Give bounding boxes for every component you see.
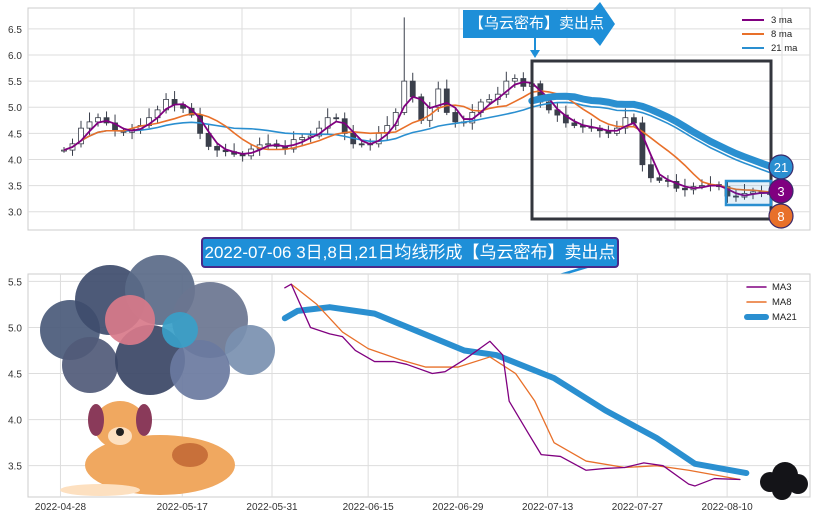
- top-ma3-line: [63, 81, 770, 197]
- y-tick-label: 3.5: [8, 462, 22, 473]
- top-sell-signal-banner: 【乌云密布】卖出点: [463, 10, 604, 38]
- storm-cloud-illustration: [40, 255, 275, 400]
- dog-ear: [136, 404, 152, 436]
- x-tick-label: 2022-08-10: [702, 502, 754, 513]
- cloud-puff: [162, 312, 198, 348]
- bottom-ma21-line: [281, 304, 750, 477]
- ma-badge-label: 8: [777, 209, 784, 224]
- y-tick-label: 4.5: [8, 129, 22, 140]
- cloud-puff: [772, 480, 792, 500]
- candle-body: [358, 143, 365, 146]
- top-ma8-line: [63, 90, 771, 193]
- candle-body: [486, 99, 493, 103]
- candle-body: [214, 146, 221, 151]
- candle-body: [265, 143, 272, 146]
- candle-body: [656, 177, 663, 181]
- ma-badge: [768, 178, 794, 204]
- dog-spot: [172, 443, 208, 467]
- down-arrow-icon: [530, 50, 540, 58]
- candle-body: [95, 117, 101, 123]
- x-tick-label: 2022-06-29: [432, 502, 484, 513]
- y-tick-label: 5.5: [8, 277, 22, 288]
- candle-body: [733, 195, 739, 198]
- y-tick-label: 5.0: [8, 103, 22, 114]
- candle-body: [299, 137, 306, 141]
- candle-body: [409, 80, 416, 98]
- y-tick-label: 5.0: [8, 323, 22, 334]
- candle-body: [333, 117, 340, 120]
- candle-body: [452, 112, 459, 123]
- x-tick-label: 2022-07-27: [612, 502, 664, 513]
- x-tick-label: 2022-05-31: [246, 502, 298, 513]
- candle-body: [503, 80, 510, 95]
- dog-ear: [88, 404, 104, 436]
- bottom-ma3-line: [284, 283, 741, 487]
- ma-badge: [768, 203, 794, 229]
- cloud-puff: [105, 295, 155, 345]
- x-tick-label: 2022-05-17: [157, 502, 209, 513]
- y-tick-label: 6.0: [8, 51, 22, 62]
- y-tick-label: 4.5: [8, 370, 22, 381]
- dog-head: [94, 401, 146, 449]
- cloud-puff: [788, 474, 808, 494]
- candle-body: [648, 164, 654, 179]
- main-sell-signal-banner: 2022-07-06 3日,8日,21日均线形成【乌云密布】卖出点: [201, 237, 619, 268]
- legend-label: MA8: [772, 297, 792, 308]
- candle-body: [682, 187, 688, 191]
- y-tick-label: 3.5: [8, 182, 22, 193]
- legend-label: 3 ma: [771, 15, 793, 26]
- bottom-ma8-line: [290, 283, 741, 481]
- cloud-puff: [170, 340, 230, 400]
- top-ma21-highlight: [528, 92, 774, 170]
- dog-illustration: [60, 401, 235, 496]
- candle-body: [78, 127, 84, 145]
- candle-body: [86, 121, 93, 129]
- y-tick-label: 6.5: [8, 25, 22, 36]
- x-tick-label: 2022-04-28: [35, 502, 87, 513]
- candle-body: [401, 80, 408, 113]
- dog-nose: [116, 428, 124, 436]
- small-dark-cloud-illustration: [760, 462, 808, 500]
- legend-label: MA21: [772, 312, 797, 323]
- ma-badge-label: 21: [774, 160, 788, 175]
- candle-body: [639, 122, 646, 166]
- legend-label: MA3: [772, 282, 792, 293]
- y-tick-label: 3.0: [8, 208, 22, 219]
- x-tick-label: 2022-07-13: [522, 502, 574, 513]
- crossover-box: [724, 179, 773, 207]
- top-ma21-line: [63, 101, 771, 174]
- candle-body: [205, 132, 212, 147]
- signal-region-box: [530, 59, 773, 221]
- cloud-puff: [62, 337, 118, 393]
- legend-label: 8 ma: [771, 29, 793, 40]
- y-tick-label: 4.0: [8, 155, 22, 166]
- x-tick-label: 2022-06-15: [343, 502, 395, 513]
- candle-body: [571, 122, 578, 126]
- legend-label: 21 ma: [771, 43, 798, 54]
- dog-paws: [60, 484, 140, 496]
- candle-body: [435, 88, 442, 108]
- candle-body: [511, 78, 518, 82]
- candle-body: [622, 117, 629, 129]
- y-tick-label: 5.5: [8, 77, 22, 88]
- y-tick-label: 4.0: [8, 416, 22, 427]
- ma-badge-label: 3: [777, 184, 784, 199]
- cloud-puff: [225, 325, 275, 375]
- candle-body: [443, 88, 450, 113]
- candle-body: [545, 101, 552, 111]
